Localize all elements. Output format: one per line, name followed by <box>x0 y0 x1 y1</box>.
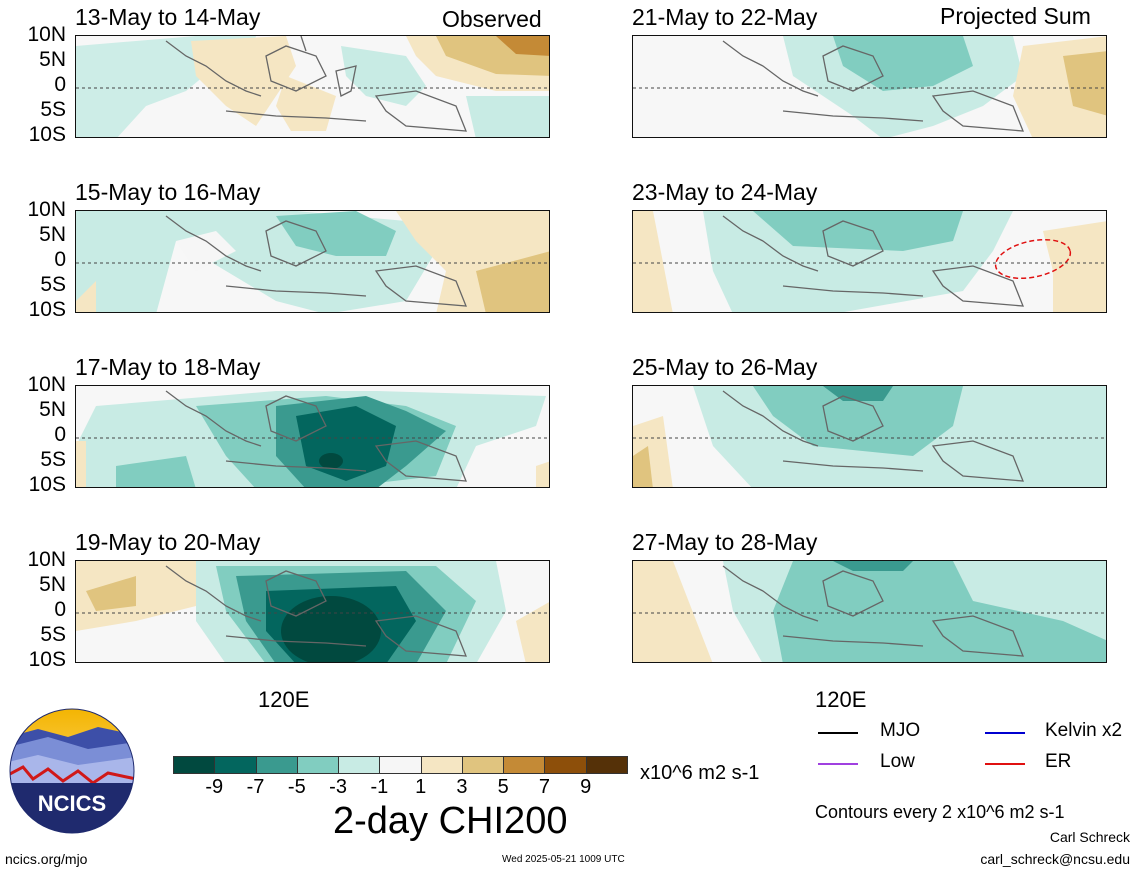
latitude-label: 10N <box>27 548 66 571</box>
observed-header: Observed <box>442 6 542 32</box>
panel-date-label: 13-May to 14-May <box>75 4 261 30</box>
latitude-label: 10S <box>28 648 66 671</box>
colorbar-tick-label: 3 <box>456 776 468 798</box>
latitude-label: 10S <box>28 123 66 146</box>
panel-date-label: 19-May to 20-May <box>75 529 261 555</box>
colorbar-tick-label: 1 <box>415 776 427 798</box>
colorbar-swatch <box>338 756 381 774</box>
contour-note: Contours every 2 x10^6 m2 s-1 <box>815 802 1065 822</box>
latitude-label: 5S <box>40 273 66 296</box>
colorbar-tick-label: 7 <box>538 776 551 798</box>
colorbar-swatch <box>379 756 422 774</box>
map-panel-obs-3 <box>75 385 550 488</box>
footer-timestamp: Wed 2025-05-21 1009 UTC <box>502 854 625 865</box>
colorbar-swatch <box>585 756 628 774</box>
latitude-label: 5N <box>39 573 66 596</box>
panel-date-label: 21-May to 22-May <box>632 4 818 30</box>
colorbar-tick-label: -7 <box>246 776 265 798</box>
latitude-label: 0 <box>54 248 66 271</box>
map-panel-proj-1 <box>632 35 1107 138</box>
er-legend-line <box>985 763 1025 765</box>
latitude-label: 0 <box>54 598 66 621</box>
latitude-label: 5S <box>40 623 66 646</box>
latitude-label: 10S <box>28 298 66 321</box>
latitude-label: 10N <box>27 198 66 221</box>
footer-url[interactable]: ncics.org/mjo <box>5 851 88 867</box>
latitude-label: 5N <box>39 223 66 246</box>
colorbar-swatch <box>255 756 298 774</box>
latitude-label: 0 <box>54 423 66 446</box>
colorbar-units: x10^6 m2 s-1 <box>640 762 760 784</box>
kelvin-legend-line <box>985 732 1025 734</box>
colorbar-swatch <box>503 756 546 774</box>
footer-author: Carl Schreck <box>1049 829 1130 845</box>
low-legend-label: Low <box>880 751 915 772</box>
colorbar-tick-label: 5 <box>497 776 509 798</box>
colorbar-swatch <box>544 756 587 774</box>
map-panel-proj-2 <box>632 210 1107 313</box>
latitude-label: 0 <box>54 73 66 96</box>
latitude-label: 5S <box>40 98 66 121</box>
latitude-label: 5S <box>40 448 66 471</box>
latitude-label: 10N <box>27 373 66 396</box>
panel-date-label: 23-May to 24-May <box>632 179 818 205</box>
colorbar-title: 2-day CHI200 <box>333 800 568 842</box>
mjo-legend-line <box>818 732 858 734</box>
panel-date-label: 15-May to 16-May <box>75 179 261 205</box>
longitude-label: 120E <box>258 687 310 712</box>
colorbar-tick-label: 9 <box>580 776 592 798</box>
latitude-label: 5N <box>39 398 66 421</box>
latitude-label: 5N <box>39 48 66 71</box>
projected-header: Projected Sum <box>940 3 1091 29</box>
map-panel-obs-4 <box>75 560 550 663</box>
map-panel-obs-2 <box>75 210 550 313</box>
panel-date-label: 25-May to 26-May <box>632 354 818 380</box>
colorbar-swatch <box>461 756 505 774</box>
map-panel-proj-3 <box>632 385 1107 488</box>
colorbar <box>173 756 628 774</box>
colorbar-swatch <box>173 756 216 774</box>
colorbar-swatch <box>296 756 340 774</box>
er-legend-label: ER <box>1045 751 1072 772</box>
footer-email[interactable]: carl_schreck@ncsu.edu <box>980 851 1130 867</box>
latitude-label: 10N <box>27 23 66 46</box>
colorbar-swatch <box>214 756 257 774</box>
panel-date-label: 27-May to 28-May <box>632 529 818 555</box>
low-legend-line <box>818 763 858 765</box>
longitude-label: 120E <box>815 687 867 712</box>
colorbar-tick-label: -5 <box>287 776 306 798</box>
kelvin-legend-label: Kelvin x2 <box>1045 720 1123 741</box>
colorbar-swatch <box>420 756 463 774</box>
mjo-legend-label: MJO <box>880 720 921 741</box>
colorbar-tick-label: -1 <box>370 776 389 798</box>
colorbar-tick-label: -9 <box>205 776 224 798</box>
latitude-label: 10S <box>28 473 66 496</box>
map-panel-obs-1 <box>75 35 550 138</box>
panel-date-label: 17-May to 18-May <box>75 354 261 380</box>
logo-text: NCICS <box>38 791 106 816</box>
map-panel-proj-4 <box>632 560 1107 663</box>
colorbar-tick-label: -3 <box>329 776 347 798</box>
ncics-logo: NCICS <box>8 707 136 835</box>
